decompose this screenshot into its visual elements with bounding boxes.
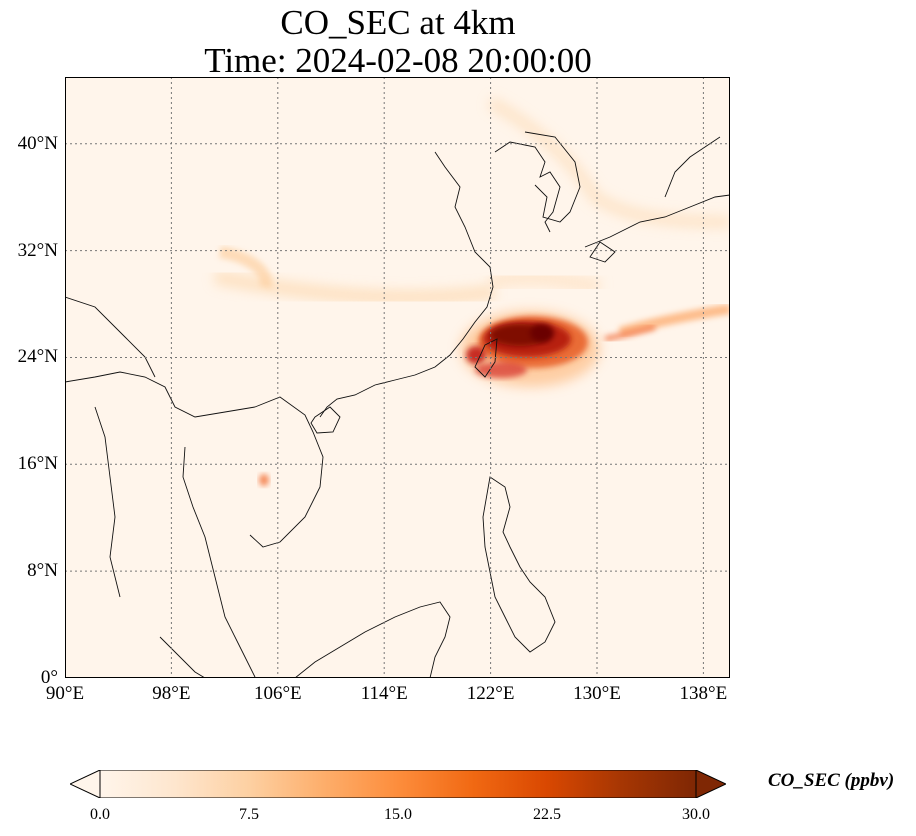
y-tick-label: 0° xyxy=(40,667,58,688)
colorbar-tick-label: 15.0 xyxy=(384,806,412,823)
colorbar-max-extension xyxy=(695,770,726,798)
y-tick-label: 16°N xyxy=(17,453,58,475)
colorbar-tick-label: 30.0 xyxy=(682,806,710,823)
map-border xyxy=(65,77,730,678)
colorbar-min-extension xyxy=(70,770,101,798)
y-tick-label: 24°N xyxy=(17,346,58,368)
map-panel xyxy=(64,77,730,679)
y-tick-label: 32°N xyxy=(17,239,58,261)
map-time-subtitle: Time: 2024-02-08 20:00:00 xyxy=(204,41,592,80)
colorbar xyxy=(70,770,726,798)
y-tick-label: 8°N xyxy=(27,560,58,582)
x-tick-label: 138°E xyxy=(679,683,728,704)
y-tick-label: 40°N xyxy=(17,132,58,154)
coastlines-and-borders xyxy=(65,131,730,678)
co-concentration-field xyxy=(213,96,730,486)
map-canvas xyxy=(64,77,730,679)
colorbar-tick-label: 22.5 xyxy=(533,806,561,823)
x-tick-label: 106°E xyxy=(253,683,302,704)
x-tick-label: 130°E xyxy=(573,683,621,704)
map-title: CO_SEC at 4km xyxy=(280,3,516,42)
x-tick-label: 98°E xyxy=(152,683,191,704)
x-tick-label: 114°E xyxy=(360,683,408,704)
colorbar-label: CO_SEC (ppbv) xyxy=(768,770,895,791)
colorbar-tick-label: 7.5 xyxy=(239,806,259,823)
colorbar-tick-label: 0.0 xyxy=(90,806,110,823)
graticule xyxy=(64,77,730,679)
x-tick-label: 90°E xyxy=(45,683,85,704)
x-tick-label: 122°E xyxy=(466,683,515,704)
colorbar-gradient xyxy=(99,770,697,798)
map-background xyxy=(65,77,730,678)
